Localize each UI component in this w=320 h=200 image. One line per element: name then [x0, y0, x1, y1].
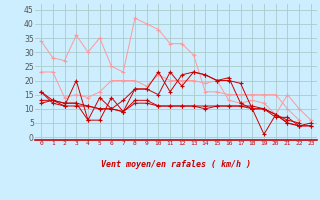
X-axis label: Vent moyen/en rafales ( km/h ): Vent moyen/en rafales ( km/h ) — [101, 160, 251, 169]
